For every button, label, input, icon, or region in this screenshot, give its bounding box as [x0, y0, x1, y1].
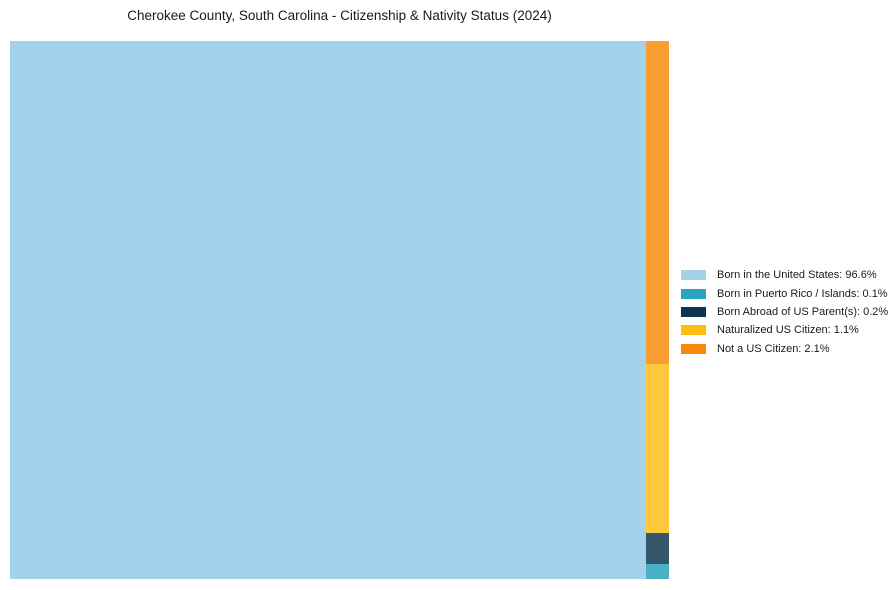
legend-swatch-icon: [681, 306, 706, 317]
legend-item-born-in-puerto-rico-islands: Born in Puerto Rico / Islands: 0.1%: [681, 284, 888, 302]
legend-swatch-icon: [681, 325, 706, 336]
treemap-tile-born-abroad-of-us-parent-s: [646, 532, 669, 564]
legend-swatch-icon: [681, 343, 706, 354]
legend-swatch-icon: [681, 288, 706, 299]
treemap-tile-naturalized-us-citizen: [646, 363, 669, 533]
legend-swatch-icon: [681, 270, 706, 281]
legend-label: Not a US Citizen: 2.1%: [717, 342, 830, 355]
legend-item-born-in-the-united-states: Born in the United States: 96.6%: [681, 266, 888, 284]
chart-title: Cherokee County, South Carolina - Citize…: [127, 8, 552, 23]
legend-item-born-abroad-of-us-parent-s: Born Abroad of US Parent(s): 0.2%: [681, 303, 888, 321]
treemap: [10, 41, 669, 579]
legend-label: Born Abroad of US Parent(s): 0.2%: [717, 305, 889, 318]
legend-label: Born in the United States: 96.6%: [717, 269, 877, 282]
treemap-tile-born-in-puerto-rico-islands: [646, 563, 669, 579]
legend-item-naturalized-us-citizen: Naturalized US Citizen: 1.1%: [681, 321, 888, 339]
legend-label: Naturalized US Citizen: 1.1%: [717, 324, 859, 337]
treemap-tile-not-a-us-citizen: [646, 41, 669, 364]
legend-label: Born in Puerto Rico / Islands: 0.1%: [717, 287, 888, 300]
treemap-tile-born-in-the-united-states: [10, 41, 646, 579]
legend-item-not-a-us-citizen: Not a US Citizen: 2.1%: [681, 340, 888, 358]
legend: Born in the United States: 96.6% Born in …: [681, 266, 888, 358]
